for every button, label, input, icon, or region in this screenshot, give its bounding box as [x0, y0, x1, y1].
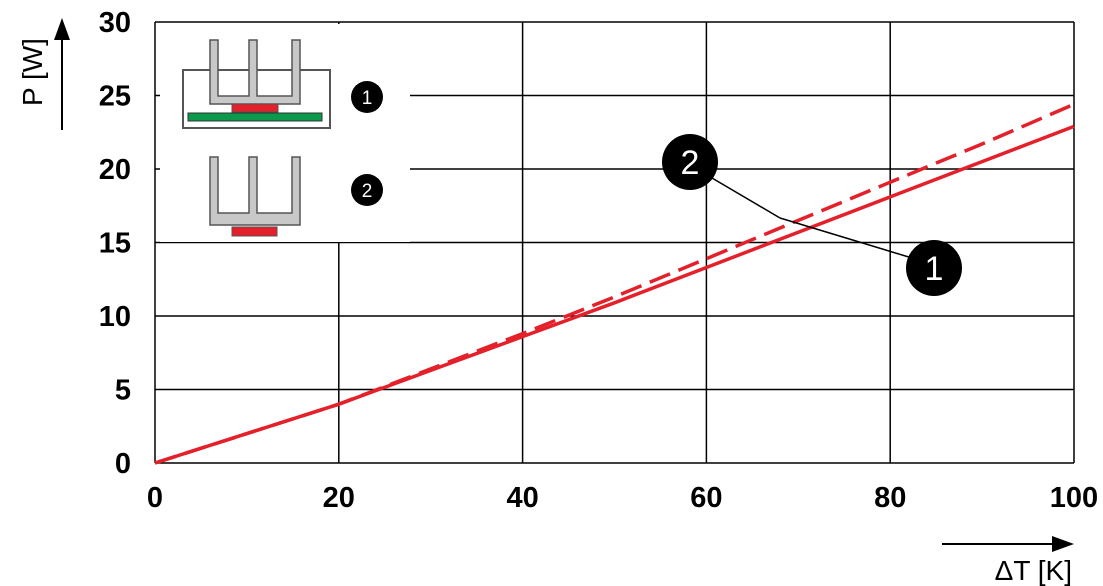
svg-text:1: 1 — [925, 250, 944, 288]
y-tick-label-30: 30 — [99, 7, 131, 39]
x-tick-label-80: 80 — [874, 482, 906, 514]
svg-text:1: 1 — [362, 88, 373, 109]
callout-2-leader — [711, 177, 781, 219]
heatsink-icon — [209, 156, 301, 237]
legend-marker-1: 1 — [351, 81, 383, 113]
legend: 1 2 — [160, 24, 410, 242]
y-axis-title-group: P [W] — [17, 18, 70, 130]
x-tick-label-100: 100 — [1050, 482, 1098, 514]
legend-background — [160, 24, 410, 242]
x-tick-label-0: 0 — [147, 482, 163, 514]
callout-2: 2 — [662, 134, 718, 190]
x-axis-title-group: ΔT [K] — [942, 536, 1074, 586]
x-tick-label-60: 60 — [690, 482, 722, 514]
svg-text:2: 2 — [362, 181, 373, 202]
x-tick-label-40: 40 — [506, 482, 538, 514]
callouts: 2 1 — [662, 134, 962, 296]
x-tick-label-20: 20 — [323, 482, 355, 514]
heatsink-on-board-icon — [182, 39, 331, 129]
y-axis-title: P [W] — [17, 38, 48, 106]
series-layer — [154, 102, 1075, 465]
tick-labels: 0 20 40 60 80 100 0 5 10 15 20 25 30 — [99, 7, 1098, 514]
y-tick-label-10: 10 — [99, 301, 131, 333]
svg-text:2: 2 — [681, 144, 700, 182]
x-axis-title: ΔT [K] — [995, 555, 1072, 586]
y-tick-label-15: 15 — [99, 228, 131, 260]
callout-1-leader — [779, 217, 913, 259]
callout-1: 1 — [906, 240, 962, 296]
y-axis-arrow-icon — [54, 18, 70, 40]
x-axis-arrow-icon — [1052, 536, 1074, 552]
y-tick-label-5: 5 — [115, 375, 131, 407]
y-tick-label-0: 0 — [115, 448, 131, 480]
y-tick-label-25: 25 — [99, 81, 131, 113]
legend-marker-2: 2 — [351, 174, 383, 206]
y-tick-label-20: 20 — [99, 154, 131, 186]
series-line-2 — [154, 102, 1075, 465]
